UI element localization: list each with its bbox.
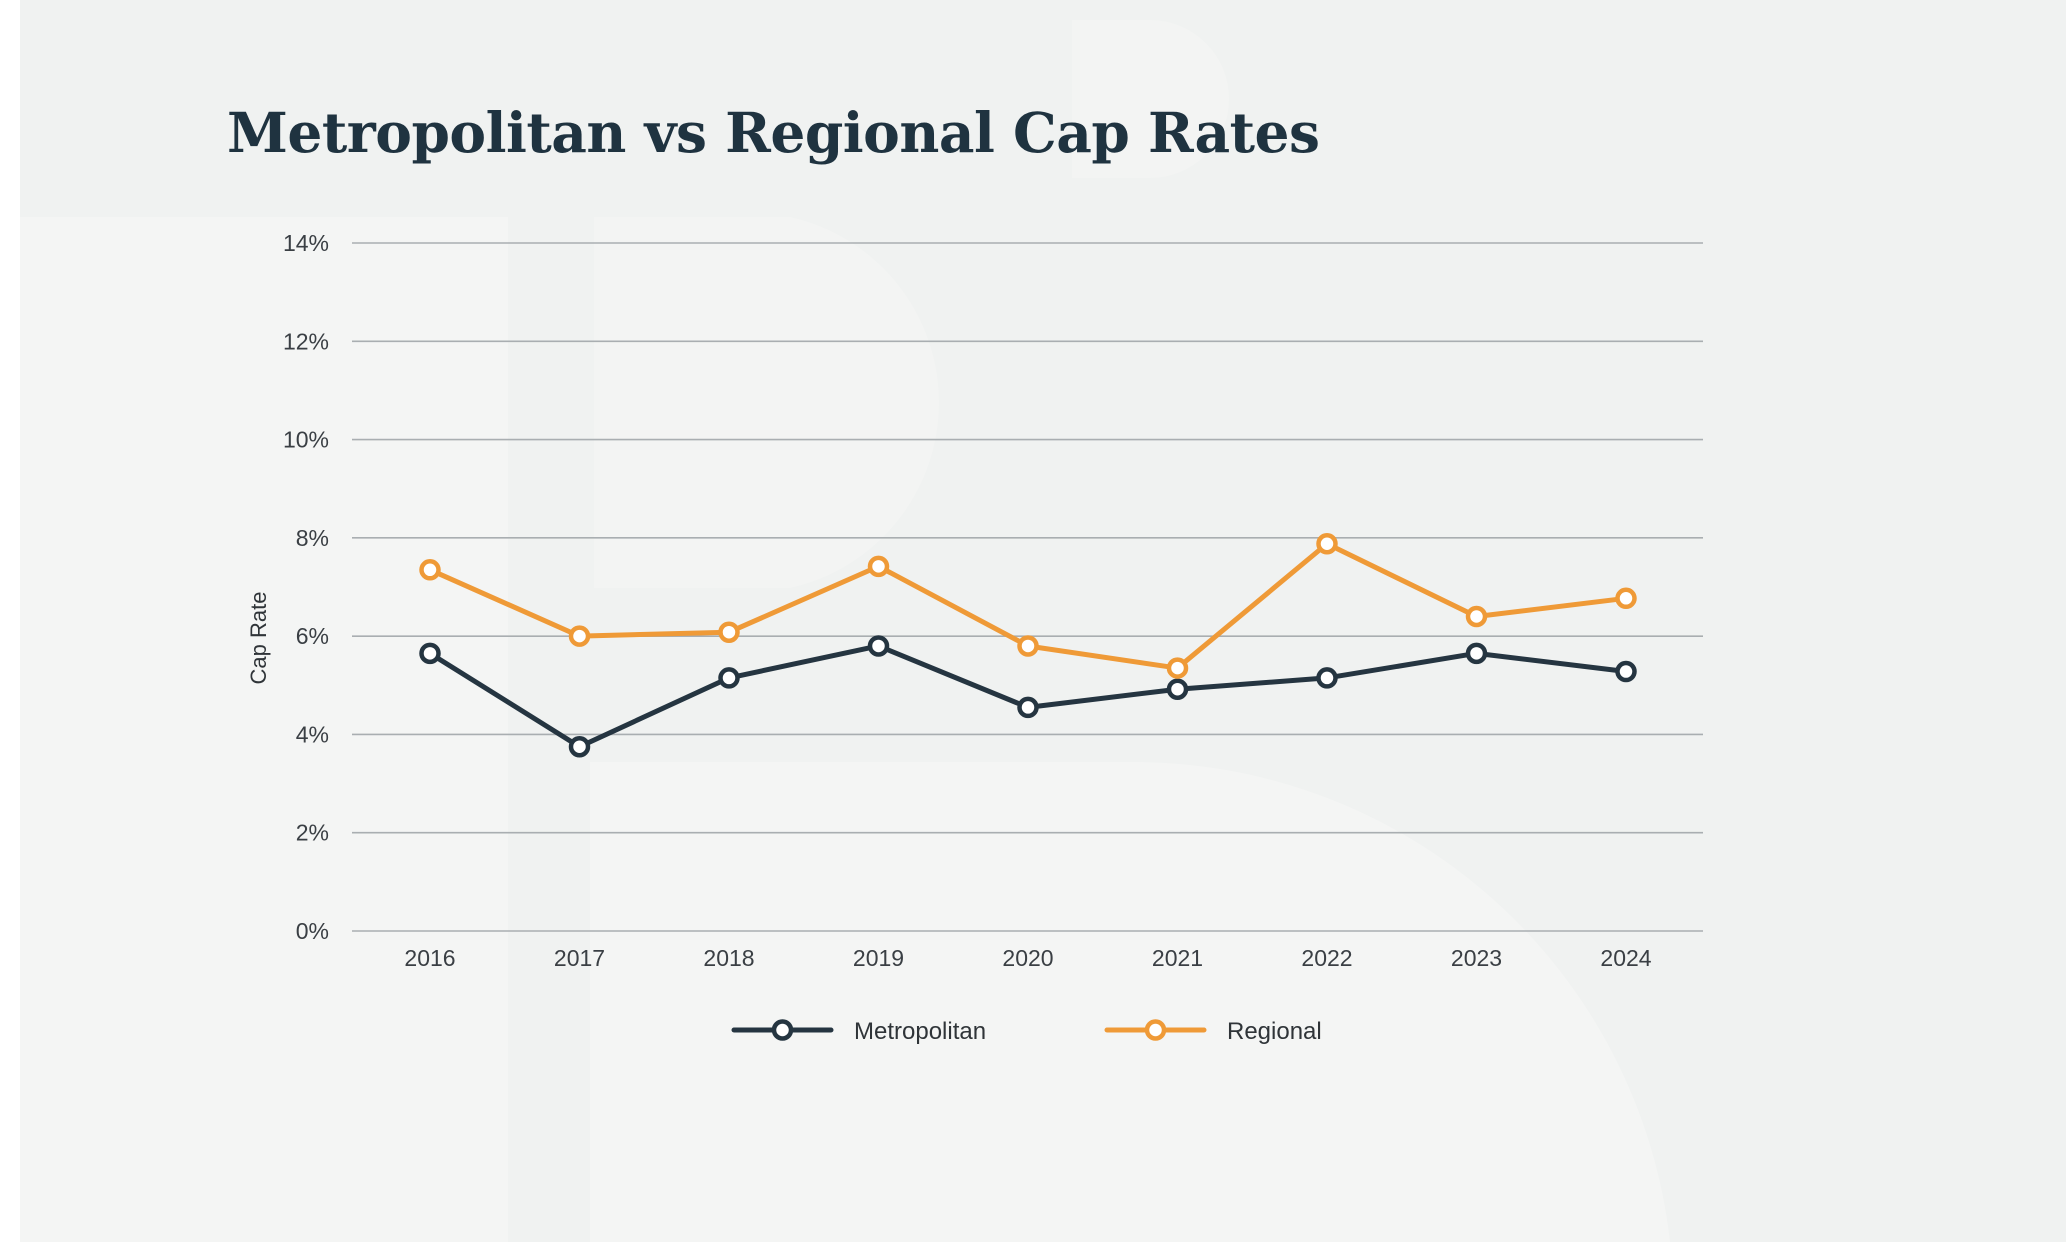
legend-swatch-marker-metropolitan	[771, 1019, 794, 1041]
data-point-metropolitan	[718, 667, 740, 689]
series-metropolitan	[419, 635, 1637, 758]
background-logo-watermark	[20, 20, 1670, 1242]
legend-label-metropolitan: Metropolitan	[854, 1018, 986, 1045]
x-axis-ticks: 2016 2017 2018 2019 2020 2021 2022 2023 2024	[404, 945, 1651, 971]
data-point-metropolitan	[568, 735, 591, 758]
chart-card: Metropolitan vs Regional Cap Rates 0% 2% 4…	[20, 0, 2066, 1242]
y-tick-label: 6%	[296, 623, 329, 649]
legend: Metropolitan Regional	[731, 1018, 1322, 1045]
data-point-regional	[867, 555, 890, 578]
x-tick-label: 2016	[404, 945, 455, 971]
data-point-metropolitan	[867, 635, 890, 657]
data-point-regional	[718, 621, 740, 643]
data-point-regional	[1615, 587, 1637, 610]
chart-title: Metropolitan vs Regional Cap Rates	[227, 100, 1320, 165]
data-point-metropolitan	[1615, 660, 1637, 683]
gridlines	[352, 242, 1703, 932]
series-regional	[419, 533, 1637, 679]
x-tick-label: 2020	[1002, 945, 1053, 971]
data-point-regional	[1166, 657, 1189, 679]
data-point-metropolitan	[419, 642, 441, 665]
legend-label-regional: Regional	[1227, 1018, 1322, 1045]
data-point-metropolitan	[1017, 696, 1039, 719]
y-axis-title: Cap Rate	[246, 592, 271, 685]
x-tick-label: 2024	[1600, 945, 1651, 971]
data-point-regional	[1316, 533, 1338, 555]
y-tick-label: 0%	[296, 918, 329, 944]
data-point-metropolitan	[1465, 642, 1488, 665]
data-point-metropolitan	[1316, 667, 1338, 689]
y-tick-label: 10%	[283, 427, 329, 453]
y-tick-label: 2%	[296, 820, 329, 846]
x-tick-label: 2021	[1152, 945, 1203, 971]
x-tick-label: 2022	[1301, 945, 1352, 971]
data-point-regional	[419, 559, 441, 581]
y-tick-label: 4%	[296, 721, 329, 747]
series-line-metropolitan	[427, 643, 1629, 750]
y-tick-label: 8%	[296, 525, 329, 551]
y-tick-label: 12%	[283, 328, 329, 354]
data-point-regional	[1465, 605, 1488, 628]
data-point-regional	[1017, 635, 1039, 657]
y-tick-label: 14%	[283, 230, 329, 256]
data-point-metropolitan	[1166, 678, 1189, 700]
data-point-regional	[568, 625, 591, 647]
y-axis-ticks: 0% 2% 4% 6% 8% 10% 12% 14%	[283, 230, 329, 944]
legend-swatch-marker-regional	[1144, 1019, 1167, 1041]
x-tick-label: 2023	[1451, 945, 1502, 971]
x-tick-label: 2019	[853, 945, 904, 971]
x-tick-label: 2018	[703, 945, 754, 971]
x-tick-label: 2017	[554, 945, 605, 971]
